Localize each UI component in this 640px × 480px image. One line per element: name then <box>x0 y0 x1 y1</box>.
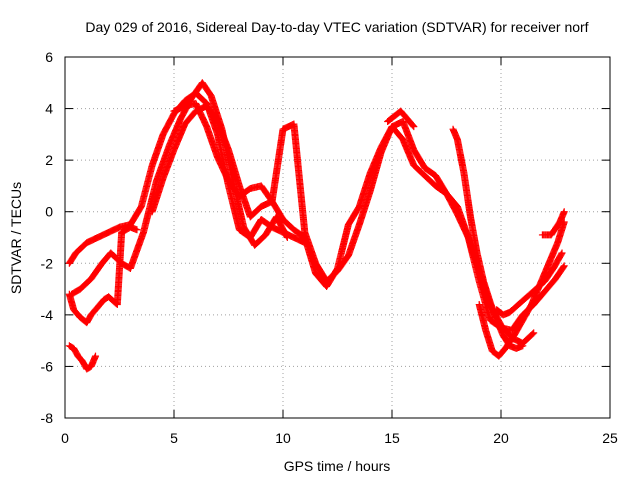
data-point <box>557 250 565 258</box>
data-point <box>519 342 527 350</box>
axis-ticks: 0 5 10 15 20 25 -8 -6 -4 -2 0 2 4 6 <box>41 49 618 446</box>
data-point <box>560 208 568 216</box>
series-track-4 <box>65 342 100 373</box>
data-point <box>92 352 100 360</box>
x-tick-label: 10 <box>275 430 291 446</box>
data-point <box>409 122 417 130</box>
y-tick-label: -4 <box>41 307 54 323</box>
y-tick-label: -8 <box>41 410 54 426</box>
data-point <box>283 234 291 241</box>
x-tick-label: 0 <box>61 430 69 446</box>
y-axis-label: SDTVAR / TECUs <box>8 182 24 294</box>
data-series <box>65 79 568 373</box>
series-track-6 <box>170 99 568 334</box>
data-point <box>560 262 568 270</box>
x-tick-label: 20 <box>493 430 509 446</box>
y-tick-label: 2 <box>45 152 53 168</box>
series-track-7 <box>384 107 418 131</box>
data-point <box>558 249 566 257</box>
y-tick-label: -6 <box>41 358 54 374</box>
data-point <box>283 232 291 240</box>
y-tick-label: 0 <box>45 204 53 220</box>
x-tick-label: 15 <box>384 430 400 446</box>
data-point <box>410 123 418 131</box>
data-point <box>133 226 141 234</box>
x-tick-label: 25 <box>602 430 618 446</box>
series-track-9 <box>475 218 568 360</box>
y-tick-label: 4 <box>45 101 53 117</box>
chart-title: Day 029 of 2016, Sidereal Day-to-day VTE… <box>85 19 588 35</box>
x-axis-label: GPS time / hours <box>284 458 391 474</box>
plot-frame <box>64 56 611 419</box>
series-track-10 <box>493 249 566 319</box>
data-point <box>530 329 538 337</box>
series-track-11 <box>538 208 568 239</box>
grid-lines <box>65 57 610 418</box>
series-track-3 <box>65 223 141 327</box>
x-tick-label: 5 <box>170 430 178 446</box>
series-track-1 <box>65 89 309 267</box>
data-point <box>559 263 567 271</box>
y-tick-label: 6 <box>45 49 53 65</box>
y-tick-label: -2 <box>41 255 54 271</box>
data-point <box>529 330 537 338</box>
series-track-8 <box>449 125 527 352</box>
